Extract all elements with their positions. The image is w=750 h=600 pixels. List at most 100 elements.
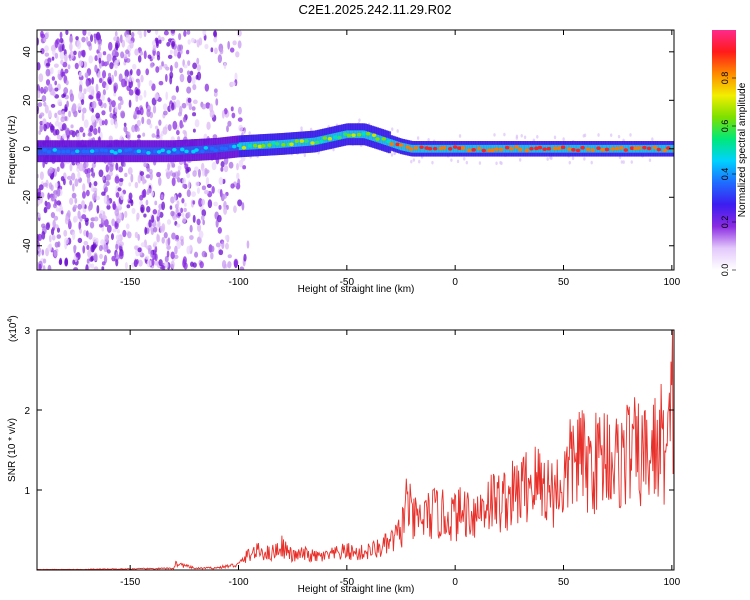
x-tick-label: 0 bbox=[452, 577, 458, 588]
spectrogram-noise-mark bbox=[629, 133, 632, 137]
spectrogram-noise-mark bbox=[146, 259, 152, 268]
spectrogram-noise-mark bbox=[309, 127, 313, 132]
spectrogram-noise-mark bbox=[43, 86, 49, 93]
x-tick-label: 50 bbox=[558, 277, 570, 288]
spectrogram-noise-mark bbox=[182, 217, 187, 223]
spectrogram-ridge-core bbox=[569, 144, 574, 153]
spectrogram-peak-mark bbox=[623, 148, 629, 152]
spectrogram-ridge-core bbox=[264, 140, 268, 149]
spectrogram-noise-mark bbox=[136, 127, 140, 132]
spectrogram-x-label: Height of straight line (km) bbox=[298, 284, 415, 295]
spectrogram-noise-mark bbox=[101, 266, 105, 270]
spectrogram-noise-mark bbox=[69, 93, 75, 102]
spectrogram-noise-mark bbox=[143, 213, 147, 218]
spectrogram-ridge-core bbox=[436, 144, 440, 153]
spectrogram-noise-mark bbox=[232, 40, 237, 46]
spectrogram-noise-mark bbox=[43, 37, 47, 43]
spectrogram-noise-mark bbox=[105, 180, 110, 187]
x-tick-label: -50 bbox=[340, 277, 355, 288]
spectrogram-ridge-core bbox=[401, 142, 405, 151]
spectrogram-peak-mark bbox=[61, 149, 66, 154]
spectrogram-noise-mark bbox=[41, 223, 46, 229]
spectrogram-peak-mark bbox=[124, 148, 129, 153]
spectrogram-noise-mark bbox=[40, 30, 44, 37]
spectrogram-ridge-core bbox=[660, 144, 664, 153]
spectrogram-noise-mark bbox=[53, 63, 59, 68]
spectrogram-noise-mark bbox=[218, 177, 224, 185]
spectrogram-peak-mark bbox=[546, 146, 552, 151]
spectrogram-noise-mark bbox=[648, 158, 652, 162]
spectrogram-noise-mark bbox=[234, 72, 238, 82]
spectrogram-noise-mark bbox=[218, 249, 224, 256]
spectrogram-noise-mark bbox=[114, 31, 118, 37]
spectrogram-noise-mark bbox=[169, 75, 173, 85]
spectrogram-noise-mark bbox=[38, 73, 44, 83]
spectrogram-noise-mark bbox=[69, 179, 73, 186]
spectrogram-ridge-core bbox=[484, 144, 489, 153]
spectrogram-noise-mark bbox=[568, 160, 571, 165]
spectrogram-noise-mark bbox=[94, 64, 98, 73]
spectrogram-noise-mark bbox=[60, 210, 64, 215]
spectrogram-ridge-core bbox=[341, 131, 345, 140]
spectrogram-ridge-core bbox=[464, 144, 468, 153]
spectrogram-noise-mark bbox=[213, 201, 218, 207]
spectrogram-noise-mark bbox=[187, 74, 192, 84]
spectrogram-peak-mark bbox=[366, 131, 371, 136]
spectrogram-noise-mark bbox=[110, 233, 114, 241]
spectrogram-noise-mark bbox=[117, 187, 122, 192]
spectrogram-noise-mark bbox=[188, 102, 192, 111]
spectrogram-peak-mark bbox=[600, 147, 605, 152]
spectrogram-noise-mark bbox=[154, 30, 159, 36]
spectrogram-peak-mark bbox=[289, 142, 294, 147]
spectrogram-noise-mark bbox=[101, 70, 107, 79]
spectrogram-noise-mark bbox=[177, 212, 182, 217]
spectrogram-noise-mark bbox=[107, 175, 112, 181]
x-tick-label: 0 bbox=[452, 277, 458, 288]
spectrogram-noise-mark bbox=[173, 194, 177, 202]
colorbar-tick-label: 0.6 bbox=[720, 120, 730, 133]
spectrogram-peak-mark bbox=[504, 145, 510, 150]
spectrogram-noise-mark bbox=[158, 177, 162, 186]
spectrogram-noise-mark bbox=[39, 171, 44, 180]
spectrogram-noise-mark bbox=[84, 160, 89, 169]
spectrogram-noise-mark bbox=[125, 49, 130, 55]
spectrogram-noise-mark bbox=[186, 172, 191, 179]
spectrogram-noise-mark bbox=[61, 43, 65, 52]
spectrogram-noise-mark bbox=[83, 229, 87, 237]
spectrogram-noise-mark bbox=[176, 240, 181, 250]
spectrogram-noise-mark bbox=[200, 215, 205, 221]
spectrogram-noise-mark bbox=[211, 161, 217, 171]
spectrogram-noise-mark bbox=[82, 132, 86, 138]
spectrogram-peak-mark bbox=[219, 146, 225, 151]
spectrogram-noise-mark bbox=[609, 133, 613, 137]
spectrogram-noise-mark bbox=[149, 62, 154, 68]
spectrogram-ridge-core bbox=[354, 130, 359, 139]
spectrogram-noise-mark bbox=[241, 201, 245, 211]
spectrogram-noise-mark bbox=[167, 54, 173, 59]
spectrogram-noise-mark bbox=[54, 182, 59, 189]
spectrogram-noise-mark bbox=[107, 72, 112, 78]
spectrogram-noise-mark bbox=[66, 175, 72, 181]
spectrogram-noise-mark bbox=[122, 229, 127, 238]
spectrogram-peak-mark bbox=[633, 146, 638, 151]
spectrogram-noise-mark bbox=[221, 109, 225, 119]
spectrogram-noise-mark bbox=[95, 112, 101, 119]
spectrogram-noise-mark bbox=[192, 200, 196, 205]
spectrogram-noise-mark bbox=[44, 104, 49, 114]
colorbar-label: Normalized spectral amplitude bbox=[737, 82, 748, 217]
spectrogram-noise-mark bbox=[177, 170, 181, 177]
spectrogram-noise-mark bbox=[54, 80, 58, 86]
spectrogram-peak-mark bbox=[398, 143, 404, 147]
spectrogram-peak-mark bbox=[81, 149, 86, 154]
spectrogram-ridge-core bbox=[240, 142, 244, 151]
spectrogram-noise-mark bbox=[114, 176, 120, 184]
spectrogram-noise-mark bbox=[48, 182, 53, 190]
spectrogram-ridge-core bbox=[169, 147, 173, 156]
spectrogram-noise-mark bbox=[183, 207, 187, 213]
spectrogram-noise-mark bbox=[104, 186, 109, 193]
snr-series-line bbox=[37, 330, 674, 570]
spectrogram-noise-mark bbox=[144, 255, 150, 260]
spectrogram-noise-mark bbox=[53, 250, 58, 258]
spectrogram-noise-mark bbox=[126, 58, 131, 63]
spectrogram-ridge-core bbox=[294, 139, 298, 147]
